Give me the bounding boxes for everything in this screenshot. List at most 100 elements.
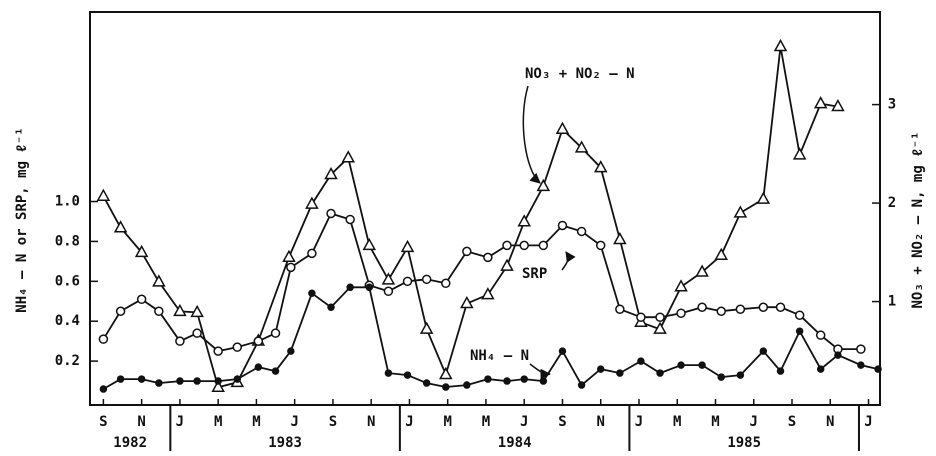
- year-label: 1982: [113, 435, 147, 451]
- marker: [173, 303, 187, 317]
- marker: [270, 328, 281, 338]
- marker: [520, 375, 528, 383]
- marker: [176, 377, 184, 385]
- year-label: 1985: [727, 435, 761, 451]
- y2-axis-label: NO₃ + NO₂ – N, mg ℓ⁻¹: [910, 132, 926, 309]
- marker: [421, 274, 432, 285]
- marker: [233, 375, 242, 383]
- marker: [677, 361, 685, 369]
- marker: [717, 373, 725, 381]
- series-line: [102, 286, 879, 390]
- marker: [365, 283, 374, 292]
- annotation-arrow: [522, 85, 541, 184]
- marker: [116, 375, 125, 383]
- marker: [653, 321, 667, 334]
- marker: [519, 240, 529, 251]
- marker: [636, 312, 646, 322]
- marker: [539, 377, 548, 385]
- marker: [616, 369, 624, 377]
- annotation: NH₄ – N: [470, 348, 529, 364]
- marker: [192, 328, 202, 338]
- marker: [795, 327, 804, 335]
- marker: [831, 98, 845, 112]
- marker: [697, 302, 707, 312]
- marker: [253, 336, 264, 346]
- marker: [383, 286, 394, 297]
- marker: [500, 258, 514, 271]
- y-axis-label: NH₄ – N or SRP, mg ℓ⁻¹: [14, 127, 30, 312]
- x-tick-label: J: [290, 414, 298, 430]
- x-tick-label: M: [482, 414, 490, 430]
- marker: [484, 375, 492, 383]
- x-tick-label: N: [597, 414, 605, 430]
- x-tick-label: M: [443, 414, 451, 430]
- marker: [676, 308, 686, 318]
- marker: [874, 365, 882, 373]
- y-tick-label: 0.6: [55, 273, 80, 289]
- y-tick-label: 1.0: [55, 194, 80, 210]
- series-line: [102, 46, 839, 389]
- marker: [695, 264, 709, 277]
- marker: [577, 381, 586, 389]
- marker: [422, 379, 431, 387]
- x-tick-label: N: [826, 414, 834, 430]
- x-tick-label: S: [558, 414, 566, 430]
- marker: [736, 371, 745, 379]
- y-tick-label: 0.4: [55, 313, 80, 329]
- marker: [96, 188, 111, 201]
- y-tick-label: 0.2: [55, 353, 80, 369]
- year-label: 1983: [268, 435, 302, 451]
- marker: [286, 262, 296, 273]
- marker: [462, 246, 472, 257]
- marker: [155, 379, 163, 387]
- marker: [384, 369, 393, 377]
- marker: [381, 272, 396, 285]
- marker: [403, 371, 412, 379]
- marker: [362, 237, 377, 251]
- marker: [232, 342, 243, 352]
- marker: [834, 351, 842, 359]
- x-tick-label: M: [711, 414, 719, 430]
- marker: [816, 365, 825, 373]
- marker: [776, 367, 785, 375]
- marker: [211, 379, 225, 393]
- y-tick-label: 0.8: [55, 233, 80, 249]
- x-tick-label: M: [214, 414, 222, 430]
- x-tick-label: J: [750, 414, 758, 430]
- marker: [308, 289, 316, 298]
- marker: [716, 306, 726, 316]
- marker: [483, 252, 493, 263]
- marker: [134, 244, 149, 258]
- marker: [815, 330, 826, 340]
- year-label: 1984: [498, 435, 532, 451]
- marker: [460, 295, 474, 309]
- marker: [503, 377, 511, 385]
- marker: [536, 178, 551, 192]
- marker: [305, 196, 319, 209]
- marker: [733, 205, 748, 218]
- marker: [402, 276, 413, 287]
- marker: [574, 140, 589, 153]
- marker: [137, 375, 146, 383]
- x-tick-label: M: [673, 414, 681, 430]
- marker: [735, 304, 746, 314]
- marker: [341, 150, 356, 163]
- x-tick-label: N: [137, 414, 145, 430]
- marker: [282, 249, 296, 263]
- marker: [794, 310, 805, 320]
- x-tick-label: J: [864, 414, 872, 430]
- annotation: NO₃ + NO₂ – N: [525, 66, 635, 82]
- marker: [655, 312, 665, 322]
- marker: [326, 208, 336, 219]
- marker: [813, 96, 828, 109]
- marker: [324, 166, 338, 180]
- marker: [773, 38, 788, 52]
- marker: [613, 231, 627, 245]
- marker: [271, 367, 280, 375]
- marker: [441, 278, 451, 289]
- marker: [481, 287, 495, 300]
- x-tick-label: M: [252, 414, 260, 430]
- marker: [346, 283, 354, 292]
- marker: [175, 336, 185, 346]
